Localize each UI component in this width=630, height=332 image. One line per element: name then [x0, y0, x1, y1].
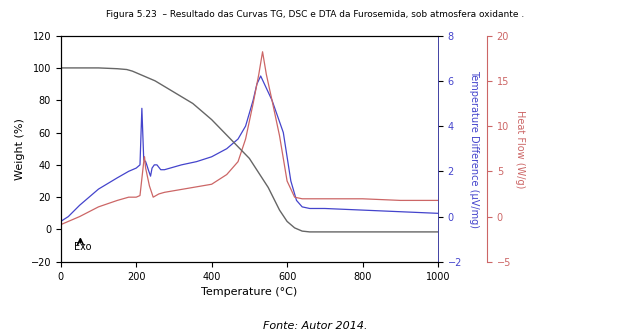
- Text: Fonte: Autor 2014.: Fonte: Autor 2014.: [263, 321, 367, 331]
- Y-axis label: Weight (%): Weight (%): [15, 118, 25, 180]
- Y-axis label: Heat Flow (W/g): Heat Flow (W/g): [515, 110, 525, 188]
- Text: Exo: Exo: [74, 242, 91, 253]
- Y-axis label: Temperature Difference (μV/mg): Temperature Difference (μV/mg): [469, 70, 479, 228]
- Text: Figura 5.23  – Resultado das Curvas TG, DSC e DTA da Furosemida, sob atmosfera o: Figura 5.23 – Resultado das Curvas TG, D…: [106, 10, 524, 19]
- X-axis label: Temperature (°C): Temperature (°C): [201, 287, 297, 297]
